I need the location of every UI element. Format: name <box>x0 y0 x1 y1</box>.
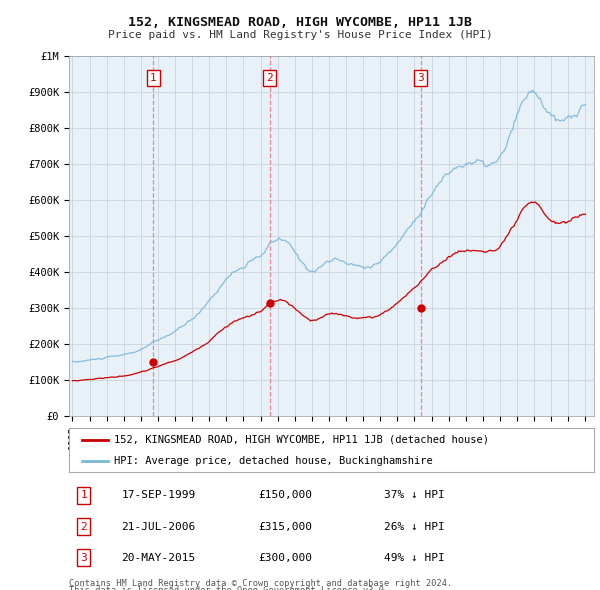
Text: This data is licensed under the Open Government Licence v3.0.: This data is licensed under the Open Gov… <box>69 586 389 590</box>
Text: 2: 2 <box>80 522 87 532</box>
Text: £150,000: £150,000 <box>258 490 312 500</box>
Text: Price paid vs. HM Land Registry's House Price Index (HPI): Price paid vs. HM Land Registry's House … <box>107 30 493 40</box>
Text: £315,000: £315,000 <box>258 522 312 532</box>
Text: 152, KINGSMEAD ROAD, HIGH WYCOMBE, HP11 1JB: 152, KINGSMEAD ROAD, HIGH WYCOMBE, HP11 … <box>128 16 472 29</box>
Text: 20-MAY-2015: 20-MAY-2015 <box>121 553 196 563</box>
Text: HPI: Average price, detached house, Buckinghamshire: HPI: Average price, detached house, Buck… <box>113 456 433 466</box>
Text: 152, KINGSMEAD ROAD, HIGH WYCOMBE, HP11 1JB (detached house): 152, KINGSMEAD ROAD, HIGH WYCOMBE, HP11 … <box>113 435 488 445</box>
Text: £300,000: £300,000 <box>258 553 312 563</box>
Text: 26% ↓ HPI: 26% ↓ HPI <box>384 522 445 532</box>
Text: Contains HM Land Registry data © Crown copyright and database right 2024.: Contains HM Land Registry data © Crown c… <box>69 579 452 588</box>
Text: 21-JUL-2006: 21-JUL-2006 <box>121 522 196 532</box>
Text: 49% ↓ HPI: 49% ↓ HPI <box>384 553 445 563</box>
Text: 3: 3 <box>418 73 424 83</box>
Text: 17-SEP-1999: 17-SEP-1999 <box>121 490 196 500</box>
Text: 37% ↓ HPI: 37% ↓ HPI <box>384 490 445 500</box>
Text: 1: 1 <box>150 73 157 83</box>
Text: 3: 3 <box>80 553 87 563</box>
Text: 2: 2 <box>266 73 274 83</box>
Text: 1: 1 <box>80 490 87 500</box>
